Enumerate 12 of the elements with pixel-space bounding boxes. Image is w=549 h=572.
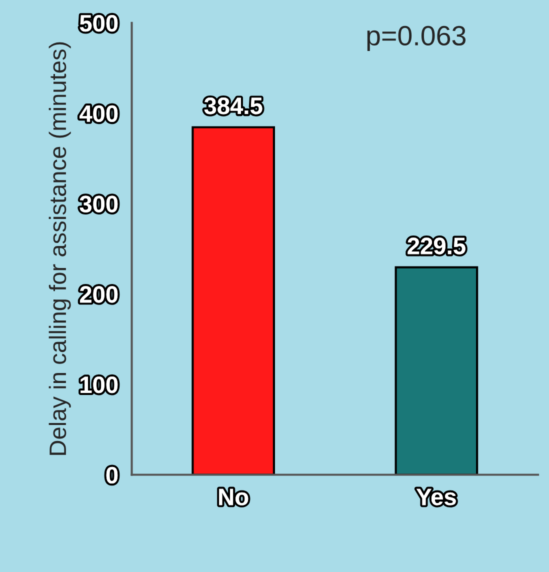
y-tick-label: 200 [80, 286, 118, 303]
y-tick-label: 400 [80, 105, 118, 122]
y-axis-title: Delay in calling for assistance (minutes) [48, 42, 71, 455]
y-tick-label: 0 [106, 466, 118, 484]
annotation: p=0.063 [367, 26, 466, 52]
y-tick-label: 100 [80, 376, 118, 394]
data-label: 229.5 [408, 238, 466, 254]
x-tick-label: No [219, 488, 248, 506]
y-tick-label: 300 [80, 196, 118, 212]
data-label: 384.5 [204, 98, 262, 114]
y-tick-label: 500 [80, 14, 118, 32]
x-tick-label: Yes [416, 488, 456, 506]
